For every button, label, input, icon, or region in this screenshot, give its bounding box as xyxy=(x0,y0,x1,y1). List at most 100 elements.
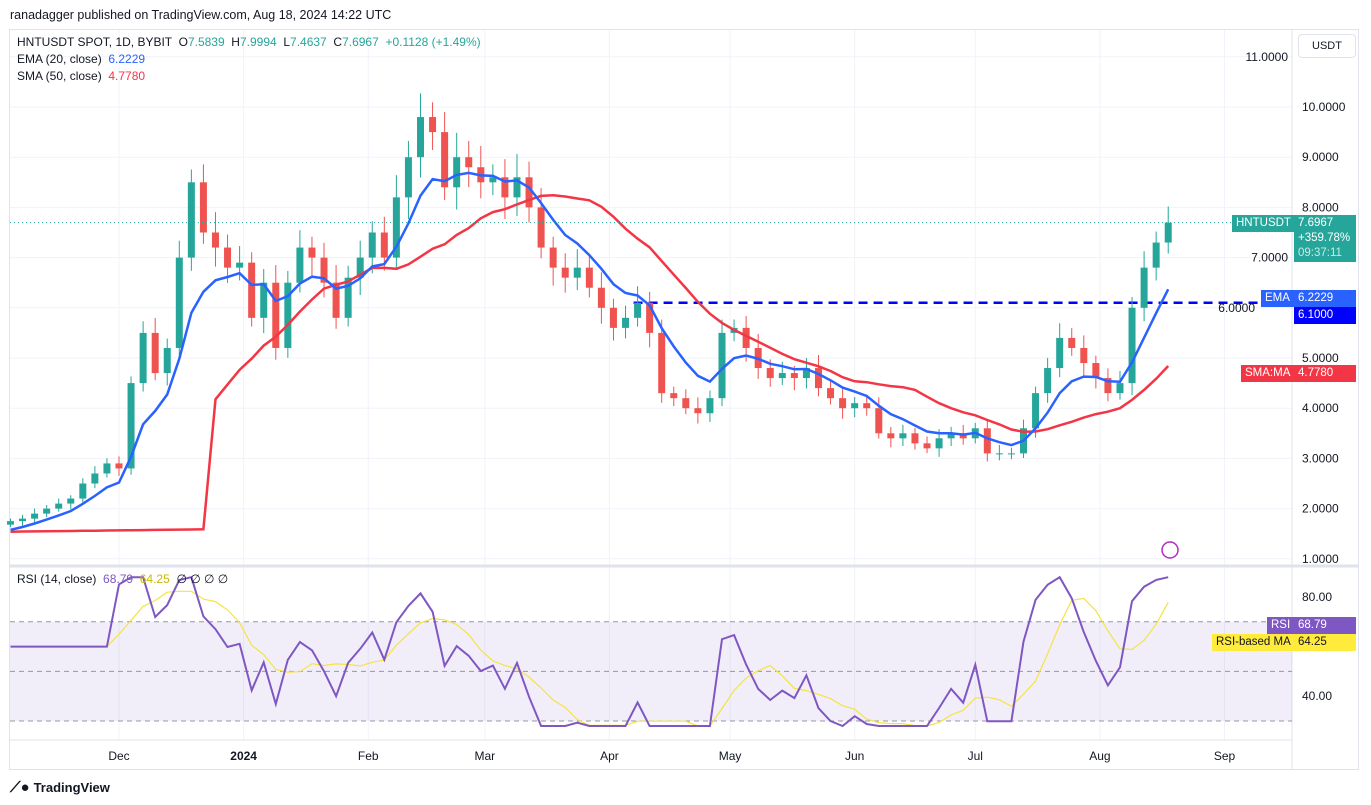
rsi-ma-value: 64.25 xyxy=(139,572,170,586)
sma-line xyxy=(10,194,1170,533)
candle-body xyxy=(441,132,449,188)
candle-body xyxy=(248,262,256,318)
candle-body xyxy=(718,332,726,399)
candle-body xyxy=(995,453,1003,455)
price-tick-label: 9.0000 xyxy=(1302,150,1339,164)
candle-body xyxy=(453,157,461,188)
candle-body xyxy=(404,157,412,198)
candle-body xyxy=(79,483,87,499)
candle-body xyxy=(1140,267,1148,308)
price-tick-label: 11.0000 xyxy=(1246,50,1289,64)
x-tick-label: Jun xyxy=(845,749,864,763)
candle-body xyxy=(260,282,268,318)
candle-body xyxy=(923,443,931,449)
candle-body xyxy=(199,182,207,233)
candle-body xyxy=(91,473,99,484)
candle-body xyxy=(839,398,847,409)
symbol-legend: HNTUSDT SPOT, 1D, BYBIT O7.5839 H7.9994 … xyxy=(17,35,481,49)
candle-body xyxy=(814,368,822,389)
chart-frame xyxy=(9,29,1359,770)
price-tag: 7.6967 +359.78% 09:37:11 xyxy=(1294,215,1356,262)
candle-body xyxy=(863,403,871,409)
price-tick-label: 3.0000 xyxy=(1302,451,1339,465)
close-value: 7.6967 xyxy=(342,35,379,49)
rsi-value-tag: 68.79 xyxy=(1294,617,1356,634)
price-tick-label: 6.0000 xyxy=(1218,301,1255,315)
candle-body xyxy=(694,408,702,414)
candle-body xyxy=(308,247,316,258)
sma-value-tag: 4.7780 xyxy=(1294,365,1356,382)
candle-body xyxy=(646,302,654,333)
percent-change: +359.78% xyxy=(1298,232,1351,244)
candle-body xyxy=(537,207,545,248)
rsi-legend[interactable]: RSI (14, close) 68.79 64.25 ∅ ∅ ∅ ∅ xyxy=(17,572,228,586)
candle-body xyxy=(1164,222,1172,243)
candle-body xyxy=(609,307,617,328)
rsi-label: RSI (14, close) xyxy=(17,572,97,586)
change-value: +0.1128 (+1.49%) xyxy=(385,35,481,49)
candle-body xyxy=(851,403,859,409)
sma-legend[interactable]: SMA (50, close) 4.7780 xyxy=(17,69,145,83)
x-tick-label: May xyxy=(719,749,742,763)
x-tick-label: Aug xyxy=(1089,749,1110,763)
candle-body xyxy=(670,393,678,399)
ema-value: 6.2229 xyxy=(108,52,146,66)
price-tick-label: 2.0000 xyxy=(1302,502,1339,516)
tradingview-logo[interactable]: ⟋● TradingView xyxy=(10,779,110,796)
candle-body xyxy=(284,282,292,348)
x-tick-label: Apr xyxy=(600,749,619,763)
candle-body xyxy=(778,373,786,379)
open-value: 7.5839 xyxy=(187,35,225,49)
published-caption: ranadagger published on TradingView.com,… xyxy=(10,8,392,22)
price-tick-label: 7.0000 xyxy=(1251,251,1288,265)
rsi-extra: ∅ ∅ ∅ ∅ xyxy=(176,572,229,586)
candle-body xyxy=(501,177,509,198)
ema-label: EMA (20, close) xyxy=(17,52,102,66)
candle-body xyxy=(465,157,473,168)
candle-body xyxy=(549,247,557,268)
candle-body xyxy=(585,267,593,288)
ema-legend[interactable]: EMA (20, close) 6.2229 xyxy=(17,52,145,66)
brand-name: TradingView xyxy=(33,780,110,795)
x-tick-label: Feb xyxy=(358,749,379,763)
candle-body xyxy=(1116,383,1124,394)
candle-body xyxy=(658,332,666,394)
alert-icon xyxy=(1161,541,1179,559)
x-tick-label: Dec xyxy=(108,749,129,763)
candle-body xyxy=(344,277,352,318)
candle-body xyxy=(19,518,27,522)
candle-body xyxy=(115,463,123,469)
candle-body xyxy=(790,373,798,379)
candle-body xyxy=(1152,242,1160,268)
candle-body xyxy=(187,182,195,258)
candle-body xyxy=(151,332,159,374)
candle-body xyxy=(682,398,690,409)
candle-body xyxy=(513,177,521,198)
last-price: 7.6967 xyxy=(1298,217,1334,229)
candle-body xyxy=(380,232,388,258)
candle-body xyxy=(356,257,364,278)
candle-body xyxy=(802,368,810,379)
sma-label: SMA (50, close) xyxy=(17,69,102,83)
currency-button[interactable]: USDT xyxy=(1298,34,1356,58)
candle-body xyxy=(1104,378,1112,394)
candle-body xyxy=(1056,337,1064,369)
candle-body xyxy=(236,262,244,268)
candle-body xyxy=(175,257,183,348)
candle-body xyxy=(163,347,171,374)
candle-body xyxy=(320,257,328,283)
candle-body xyxy=(622,317,630,328)
rsi-ma-tag: RSI-based MA xyxy=(1212,634,1295,651)
bar-countdown: 09:37:11 xyxy=(1298,247,1342,259)
candle-body xyxy=(561,267,569,278)
candle-body xyxy=(827,388,835,399)
candle-body xyxy=(296,247,304,283)
candle-body xyxy=(1128,307,1136,384)
price-tick-label: 8.0000 xyxy=(1302,200,1339,214)
candle-body xyxy=(525,177,533,208)
candle-body xyxy=(43,508,51,514)
candle-body xyxy=(911,433,919,444)
sma-value: 4.7780 xyxy=(108,69,146,83)
ema-line xyxy=(10,171,1170,532)
